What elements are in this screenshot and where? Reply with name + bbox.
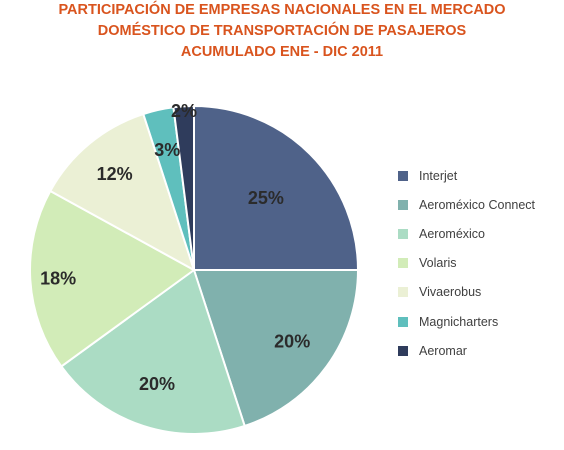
data-label-volaris: 18% [40, 269, 76, 289]
chart-legend: Interjet Aeroméxico Connect Aeroméxico Vola… [398, 161, 535, 365]
legend-item-aeromexico: Aeroméxico [398, 219, 535, 248]
legend-swatch [398, 316, 408, 327]
legend-item-interjet: Interjet [398, 161, 535, 190]
chart-title-line-1: PARTICIPACIÓN DE EMPRESAS NACIONALES EN … [58, 2, 506, 18]
legend-swatch [398, 170, 408, 181]
chart-title-line-3: ACUMULADO ENE - DIC 2011 [180, 44, 384, 60]
pie-slice-vivaerobus [49, 113, 195, 271]
legend-swatch [398, 287, 408, 298]
legend-item-vivaerobus: Vivaerobus [398, 278, 535, 307]
data-label-aeromar: 2% [171, 101, 197, 121]
data-label-interjet: 25% [248, 188, 284, 208]
data-label-aeromexico-connect: 20% [274, 331, 310, 351]
data-label-aeromexico: 20% [139, 374, 175, 394]
legend-swatch [398, 258, 408, 269]
legend-label: Aeroméxico Connect [419, 197, 536, 212]
data-label-magnicharters: 3% [154, 140, 180, 160]
legend-item-aeromexico-connect: Aeroméxico Connect [398, 190, 535, 219]
legend-label: Interjet [419, 168, 458, 183]
legend-swatch [398, 199, 408, 210]
legend-swatch [398, 228, 408, 239]
legend-label: Vivaerobus [419, 285, 482, 300]
pie-slice-aeromexico-connect [193, 269, 359, 427]
pie-slices [29, 104, 359, 435]
pie-slice-interjet [193, 105, 359, 271]
legend-label: Aeroméxico [419, 226, 485, 241]
legend-label: Volaris [419, 256, 457, 271]
data-label-vivaerobus: 12% [97, 164, 133, 184]
legend-item-volaris: Volaris [398, 249, 535, 278]
pie-slice-aeromar [172, 104, 195, 271]
legend-item-magnicharters: Magnicharters [398, 307, 535, 336]
chart-title: PARTICIPACIÓN DE EMPRESAS NACIONALES EN … [0, 0, 564, 63]
legend-label: Magnicharters [419, 314, 499, 329]
pie-slice-aeromexico [60, 269, 246, 435]
pie-slice-volaris [29, 189, 195, 368]
pie-data-labels: 25% 20% 20% 18% 12% 3% 2% [40, 101, 310, 394]
legend-swatch [398, 345, 408, 356]
legend-label: Aeromar [419, 343, 467, 358]
legend-item-aeromar: Aeromar [398, 336, 535, 365]
chart-title-line-2: DOMÉSTICO DE TRANSPORTACIÓN DE PASAJEROS [97, 23, 467, 39]
